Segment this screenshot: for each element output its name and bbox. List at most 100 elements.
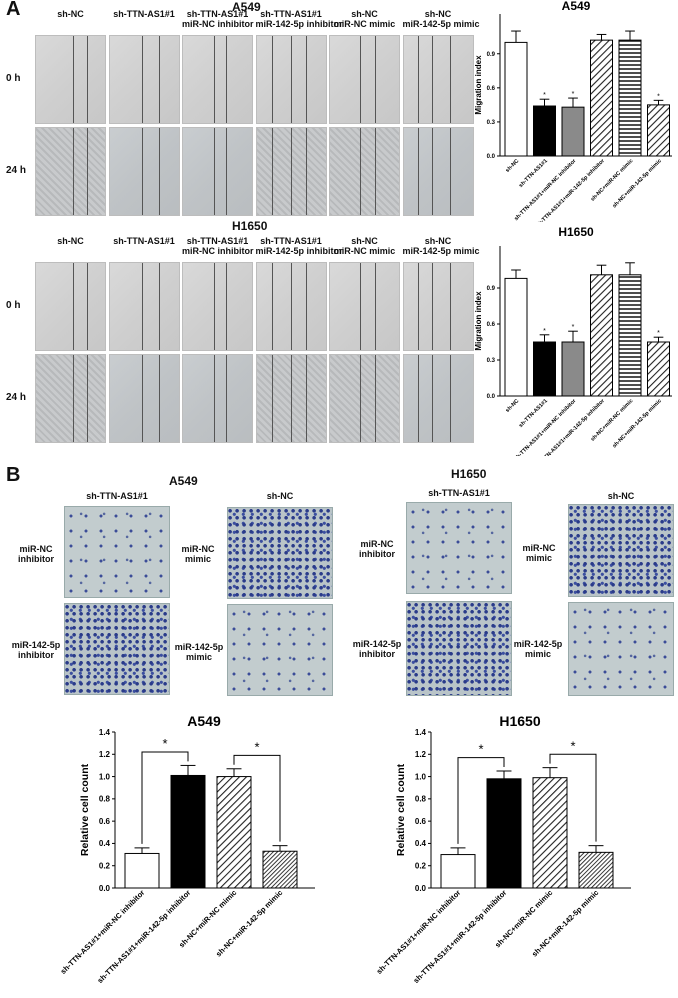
y-tick-label: 0.6 (99, 817, 111, 826)
wound-edge-line (417, 128, 419, 215)
wound-edge-line (225, 36, 227, 123)
h1650-col-label-4: sh-NC miR-NC mimic (333, 236, 396, 256)
wound-edge-line (214, 263, 216, 350)
a549-image-r1-c2 (182, 127, 253, 216)
y-tick-label: 0.6 (415, 817, 427, 826)
b-a549-label-mirnc-mimic: miR-NC mimic (181, 544, 215, 564)
wound-edge-line (272, 263, 274, 350)
y-tick-label: 0.8 (99, 795, 111, 804)
transwell-h1650-mir142-mimic (568, 602, 674, 696)
b-h1650-label-mir142-inhibitor: miR-142-5p inhibitor (352, 639, 402, 659)
wound-edge-line (359, 36, 361, 123)
comparison-mark: * (478, 742, 483, 757)
wound-edge-line (214, 128, 216, 215)
b-h1650-label-mir142-mimic: miR-142-5p mimic (513, 639, 563, 659)
transwell-h1650-mirnc-mimic (568, 504, 674, 597)
bar (533, 105, 556, 157)
h1650-image-r1-c4 (329, 354, 400, 443)
wound-edge-line (375, 36, 377, 123)
a549-col-label-0: sh-NC (57, 9, 84, 19)
y-tick-label: 0.4 (99, 839, 111, 848)
y-tick-label: 0.3 (487, 358, 496, 364)
bar (504, 41, 528, 157)
y-tick-label: 0.6 (487, 86, 496, 92)
chart-title: H1650 (558, 225, 594, 239)
wound-edge-line (225, 128, 227, 215)
transwell-a549-mir142-inhibitor (64, 603, 170, 695)
wound-edge-line (290, 128, 292, 215)
a549-image-r0-c2 (182, 35, 253, 124)
significance-mark: * (543, 328, 546, 335)
bar (618, 39, 642, 157)
chart-title: H1650 (499, 713, 540, 729)
y-axis-label: Relative cell count (79, 763, 91, 856)
cell-count-chart-h1650: H1650 0.0 0.2 0.4 0.6 0.8 1.0 1.2 1.4 Relative ce… (376, 713, 631, 985)
wound-edge-line (142, 355, 144, 442)
comparison-bracket (141, 751, 189, 844)
wound-edge-line (159, 128, 161, 215)
y-tick-label: 0.3 (487, 120, 496, 126)
wound-edge-line (417, 36, 419, 123)
a549-image-r0-c3 (255, 35, 327, 124)
h1650-col-label-3: sh-TTN-AS1#1 miR-142-5p inhibitor (255, 236, 343, 256)
y-axis-label: Relative cell count (395, 763, 407, 856)
category-label: sh-NC (505, 398, 521, 414)
y-tick-label: 1.4 (415, 728, 427, 737)
bar (578, 851, 614, 889)
b-a549-label-mir142-inhibitor: miR-142-5p inhibitor (11, 640, 61, 660)
wound-edge-line (159, 36, 161, 123)
a549-image-r1-c0 (35, 127, 106, 216)
a549-image-r1-c4 (329, 127, 400, 216)
bar (533, 341, 556, 397)
y-tick-label: 1.2 (99, 750, 111, 759)
y-axis-label: Migration index (474, 55, 483, 115)
wound-edge-line (87, 36, 89, 123)
h1650-image-r0-c0 (35, 262, 106, 351)
a549-image-r0-c5 (402, 35, 474, 124)
wound-edge-line (375, 128, 377, 215)
migration-chart-a549: A549 0.0 0.3 0.6 0.9 Migration index sh-NC * sh-… (474, 0, 672, 222)
wound-edge-line (142, 263, 144, 350)
comparison-mark: * (254, 739, 259, 754)
significance-mark: * (657, 93, 660, 100)
wound-edge-line (306, 355, 308, 442)
wound-edge-line (449, 263, 451, 350)
wound-edge-line (359, 128, 361, 215)
category-label: sh-TTN-AS1#1 (518, 158, 549, 189)
significance-mark: * (572, 91, 575, 98)
bar (561, 341, 585, 397)
wound-edge-line (306, 128, 308, 215)
wound-edge-line (142, 128, 144, 215)
panel-b-a549-title: A549 (169, 474, 198, 488)
y-tick-label: 0.2 (415, 862, 427, 871)
y-tick-label: 0.9 (487, 286, 496, 292)
wound-edge-line (359, 263, 361, 350)
bar (504, 277, 528, 397)
a549-image-r1-c1 (108, 127, 180, 216)
y-tick-label: 0.9 (487, 52, 496, 58)
wound-edge-line (87, 263, 89, 350)
transwell-a549-mirnc-inhibitor (64, 506, 170, 598)
bar (590, 274, 613, 397)
wound-edge-line (306, 263, 308, 350)
bar (590, 39, 613, 157)
wound-edge-line (72, 263, 74, 350)
bar (532, 777, 568, 889)
cell-count-chart-a549: A549 0.0 0.2 0.4 0.6 0.8 1.0 1.2 1.4 Relative cel… (60, 713, 315, 985)
wound-edge-line (272, 355, 274, 442)
bar (170, 774, 206, 889)
y-tick-label: 0.4 (415, 839, 427, 848)
h1650-col-label-0: sh-NC (57, 236, 84, 246)
h1650-image-r1-c5 (402, 354, 474, 443)
h1650-col-label-1: sh-TTN-AS1#1 (113, 236, 175, 246)
h1650-col-label-2: sh-TTN-AS1#1 miR-NC inhibitor (182, 236, 254, 256)
wound-edge-line (159, 263, 161, 350)
wound-edge-line (290, 263, 292, 350)
significance-mark: * (543, 92, 546, 99)
chart-title: A549 (187, 713, 221, 729)
y-tick-label: 0.0 (415, 884, 427, 893)
a549-image-r1-c3 (255, 127, 327, 216)
panel-b-letter: B (6, 464, 21, 486)
wound-edge-line (431, 36, 433, 123)
panel-a-h1650-title: H1650 (232, 219, 268, 233)
